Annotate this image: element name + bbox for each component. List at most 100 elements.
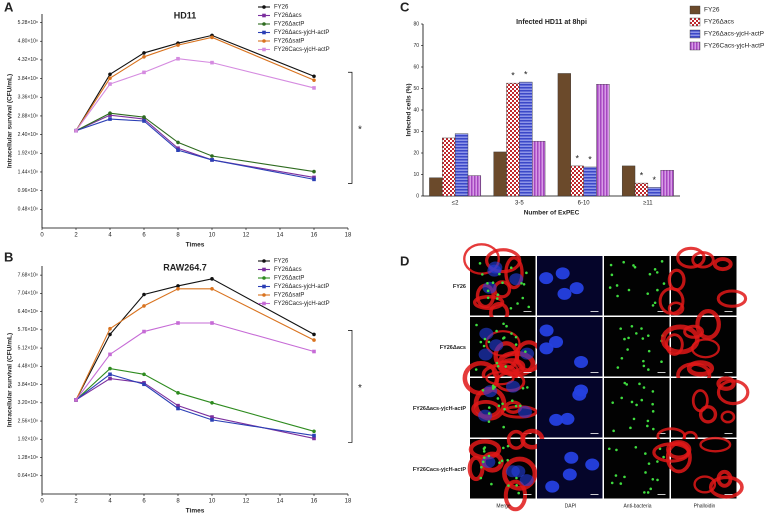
legend-label: FY26ΔsatP [274,39,304,45]
bacterium [514,404,518,408]
y-tick-label: 30 [413,129,419,135]
y-tick-label: 0.96×10⁸ [18,188,38,194]
bacterium [646,419,650,423]
bacterium [491,386,495,390]
point [312,429,316,434]
y-tick-label: 3.84×10⁸ [18,76,38,82]
bacterium [483,337,487,341]
series-line [75,114,315,178]
nucleus [539,342,554,355]
bacterium [516,302,519,305]
x-tick-label: 0 [40,233,44,239]
bacterium [510,332,513,335]
bar [647,187,661,197]
point [108,372,112,377]
x-tick-label: 16 [311,233,318,239]
bacterium [646,491,650,494]
bacterium [629,426,632,430]
bacterium [496,364,500,368]
bacterium [640,398,644,402]
actin [716,376,736,391]
legend-swatch [689,17,701,27]
y-tick-label: 50 [413,86,419,92]
point [142,117,146,121]
point [108,366,112,371]
micrograph [537,256,603,316]
y-tick-label: 3.36×10⁸ [18,95,38,101]
bacterium [525,271,528,275]
point [312,78,316,82]
y-tick-label: 4.32×10⁸ [18,57,38,63]
bacterium [615,284,619,287]
point [262,39,266,43]
significance: * [524,69,528,79]
bacterium [502,337,505,340]
bacterium [482,447,486,450]
bacterium [481,388,485,392]
row-label: FY26Cacs-yjcH-actP [413,467,467,473]
point [108,326,112,331]
point [210,154,214,158]
point [312,74,316,79]
point [262,30,266,35]
micrograph [604,317,670,377]
bacterium [515,476,518,480]
bacterium [611,401,615,404]
actin [503,479,528,512]
significance: * [653,175,657,185]
nucleus [557,287,572,300]
point [142,372,146,377]
point [262,13,266,18]
bacterium [652,427,655,431]
bacterium [632,264,635,267]
point [312,349,316,354]
legend-label: FY26Δacs [704,19,735,26]
point [142,51,146,55]
point [262,22,266,26]
bacterium [635,332,638,335]
bacterium [620,356,624,360]
point [262,293,266,297]
nucleus [545,480,560,493]
point [142,382,146,387]
legend-label: FY26Δacs-yjcH-actP [274,30,329,36]
bar [442,137,456,197]
y-tick-label: 7.04×10⁸ [18,291,38,297]
chart-title: RAW264.7 [163,262,207,272]
y-tick-label: 0 [416,193,419,199]
nucleus [562,468,577,481]
bacterium [656,460,659,463]
legend-swatch [689,41,701,51]
point [108,76,112,80]
x-axis-label: Times [186,242,205,249]
legend-label: FY26 [274,5,289,11]
legend-label: FY26 [274,259,289,265]
x-tick-label: 3-5 [515,201,524,207]
bacterium [474,368,478,371]
bacterium [660,260,664,263]
micrograph-content [549,384,589,426]
point [262,301,266,306]
point [210,418,214,422]
bacterium [623,475,626,479]
point [74,398,78,402]
point [176,391,180,395]
bar [493,151,507,197]
legend-label: FY26 [704,7,720,14]
chart-title: Infected HD11 at 8hpi [516,19,587,26]
nucleus [555,267,570,280]
bacterium [642,364,646,368]
bacterium [487,454,491,458]
bacterium [515,484,518,487]
bacterium [487,412,491,415]
point [108,352,112,357]
series-line [75,36,315,132]
x-tick-label: 18 [345,499,352,505]
legend-label: FY26Δacs [274,13,302,19]
column-label: Merge [496,503,510,509]
column-label: DAPI [565,503,577,509]
bacterium [490,482,493,486]
bacterium [480,465,483,469]
bacterium [643,491,646,494]
